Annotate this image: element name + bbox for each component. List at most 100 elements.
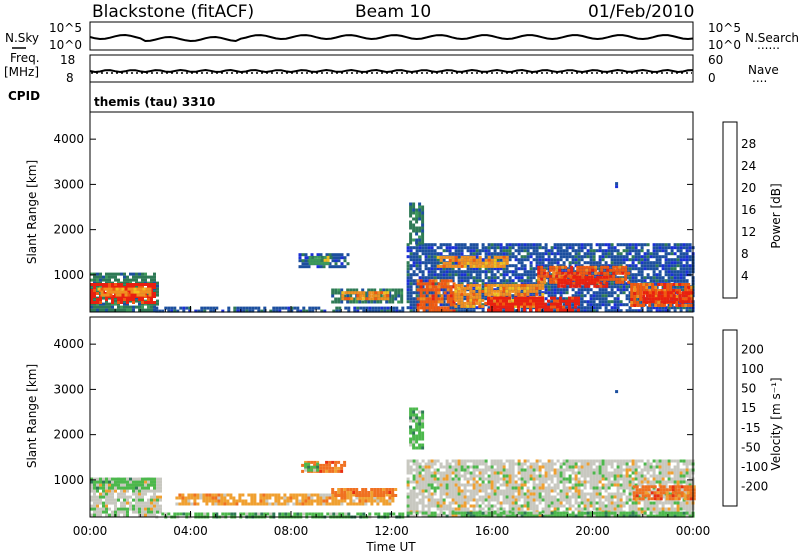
power-cell: [338, 309, 342, 313]
velocity-cell: [439, 492, 443, 496]
velocity-cell: [391, 499, 395, 503]
velocity-cell: [502, 483, 506, 487]
velocity-cell: [439, 480, 443, 484]
power-cell: [622, 303, 626, 307]
power-cell: [469, 249, 473, 253]
power-cell: [499, 283, 503, 287]
power-cell: [409, 252, 413, 256]
velocity-cell: [123, 486, 126, 490]
velocity-cell: [391, 491, 395, 494]
power-cell: [547, 255, 551, 259]
power-cell: [543, 268, 547, 272]
velocity-cell: [232, 499, 236, 503]
power-cell: [446, 294, 450, 298]
velocity-cell: [334, 460, 338, 464]
power-cell: [517, 292, 521, 296]
power-cell: [589, 255, 593, 259]
velocity-cell: [499, 465, 503, 469]
velocity-cell: [382, 496, 386, 500]
power-cell: [437, 285, 441, 289]
velocity-cell: [144, 486, 147, 490]
velocity-cell: [311, 512, 315, 516]
power-cell: [421, 279, 425, 283]
power-cell: [652, 246, 656, 250]
power-cell: [630, 283, 634, 286]
power-cell: [475, 270, 479, 274]
power-cell: [553, 243, 557, 247]
power-cell: [556, 308, 559, 312]
power-cell: [547, 288, 551, 292]
power-cell: [376, 300, 380, 304]
power-cell: [508, 252, 512, 256]
power-cell: [400, 294, 404, 298]
velocity-cell: [433, 468, 437, 472]
power-cell: [123, 272, 126, 276]
power-cell: [487, 302, 490, 306]
velocity-cell: [277, 493, 281, 497]
power-cell: [147, 298, 150, 301]
power-cell: [601, 294, 605, 298]
power-cell: [475, 252, 479, 256]
power-cell: [419, 294, 423, 298]
velocity-cell: [322, 469, 326, 473]
velocity-cell: [406, 492, 410, 496]
power-cell: [434, 285, 438, 289]
velocity-cell: [511, 507, 515, 511]
power-cell: [538, 305, 541, 309]
power-cell: [448, 273, 452, 277]
velocity-cell: [421, 480, 425, 484]
velocity-cell: [451, 483, 455, 487]
velocity-cell: [325, 466, 329, 470]
velocity-cell: [406, 483, 410, 487]
power-cell: [514, 286, 518, 290]
power-cell: [484, 270, 488, 274]
power-cell: [538, 246, 542, 250]
power-cell: [601, 243, 605, 247]
power-cell: [416, 303, 420, 307]
power-cell: [493, 255, 497, 259]
power-cell: [328, 262, 332, 266]
velocity-cell: [508, 507, 512, 511]
power-cell: [538, 308, 541, 312]
power-cell: [565, 299, 568, 303]
velocity-cell: [156, 510, 159, 514]
power-cell: [323, 309, 327, 313]
velocity-cell: [523, 483, 527, 487]
velocity-cell: [331, 491, 335, 494]
power-cell: [511, 302, 514, 306]
power-cell: [586, 261, 590, 265]
velocity-cell: [445, 483, 449, 487]
velocity-cell: [421, 492, 425, 496]
power-cell: [496, 267, 500, 271]
power-cell: [610, 249, 614, 253]
velocity-cell: [514, 462, 518, 466]
power-cell: [607, 255, 611, 259]
power-cell: [574, 291, 578, 295]
power-cell: [487, 296, 490, 300]
power-cell: [365, 297, 369, 301]
velocity-cell: [334, 494, 338, 497]
velocity-cell: [325, 460, 329, 464]
power-cell: [595, 243, 599, 247]
velocity-cell: [111, 483, 114, 487]
power-cell: [90, 272, 93, 276]
power-cell: [415, 273, 419, 277]
power-cell: [532, 294, 536, 298]
power-cell: [577, 306, 581, 310]
power-cell: [150, 278, 153, 282]
velocity-cell: [475, 459, 479, 463]
velocity-cell: [517, 495, 521, 499]
velocity-cell: [499, 507, 503, 511]
power-cell: [389, 309, 393, 313]
power-cell: [428, 294, 432, 298]
power-cell: [628, 246, 632, 250]
power-cell: [481, 279, 485, 283]
velocity-cell: [427, 471, 431, 475]
velocity-cell: [208, 496, 212, 500]
power-cell: [389, 306, 393, 310]
power-cell: [565, 291, 569, 295]
velocity-cell: [520, 471, 524, 475]
power-cell: [609, 268, 613, 272]
power-cell: [559, 302, 562, 306]
power-cell: [603, 271, 607, 275]
